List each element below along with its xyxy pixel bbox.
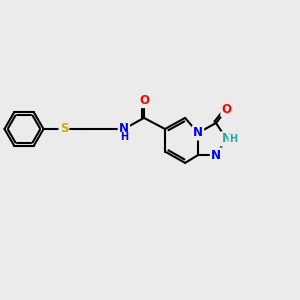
Text: N: N [211,148,221,162]
Text: N: N [119,122,129,136]
Text: S: S [60,122,68,136]
Text: O: O [139,94,149,107]
Text: H: H [229,134,237,144]
Text: N: N [221,132,232,146]
Text: H: H [120,132,128,142]
Text: O: O [221,103,232,116]
Text: N: N [193,126,203,140]
